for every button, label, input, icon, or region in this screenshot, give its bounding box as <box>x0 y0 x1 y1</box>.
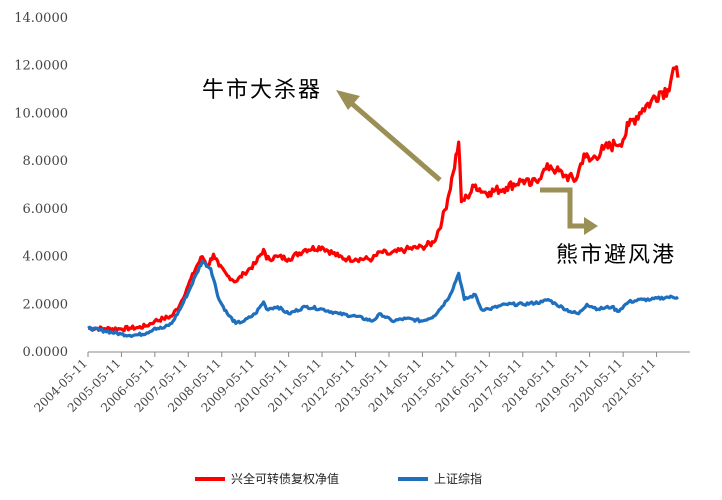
y-tick-label: 6.0000 <box>23 202 69 217</box>
y-tick-label: 10.0000 <box>14 106 68 121</box>
y-tick-label: 12.0000 <box>14 59 68 74</box>
series-line-0 <box>87 65 680 333</box>
bear-arrow-head <box>584 217 598 235</box>
y-tick-label: 14.0000 <box>14 11 68 26</box>
legend-label-1: 上证综指 <box>434 471 482 486</box>
legend-label-0: 兴全可转债复权净值 <box>231 471 339 486</box>
y-tick-label: 2.0000 <box>23 297 69 312</box>
x-axis: 2004-05-112005-05-112006-05-112007-05-11… <box>31 351 690 415</box>
y-tick-label: 4.0000 <box>23 250 69 265</box>
annotations: 牛市大杀器 熊市避风港 <box>202 78 676 268</box>
bear-arrow-shaft <box>540 187 588 229</box>
y-axis-tick-labels: 0.0000 2.0000 4.0000 6.0000 8.0000 10.0000 12.… <box>14 11 68 360</box>
annotation-bull: 牛市大杀器 <box>202 78 322 103</box>
annotation-bear: 熊市避风港 <box>556 243 676 268</box>
bull-arrow-head <box>336 90 360 110</box>
y-tick-label: 0.0000 <box>23 345 69 360</box>
y-tick-label: 8.0000 <box>23 154 69 169</box>
series-line-1 <box>87 259 679 339</box>
bull-arrow-shaft <box>348 100 442 182</box>
legend: 兴全可转债复权净值 上证综指 <box>195 471 482 486</box>
series-layer <box>87 65 680 339</box>
